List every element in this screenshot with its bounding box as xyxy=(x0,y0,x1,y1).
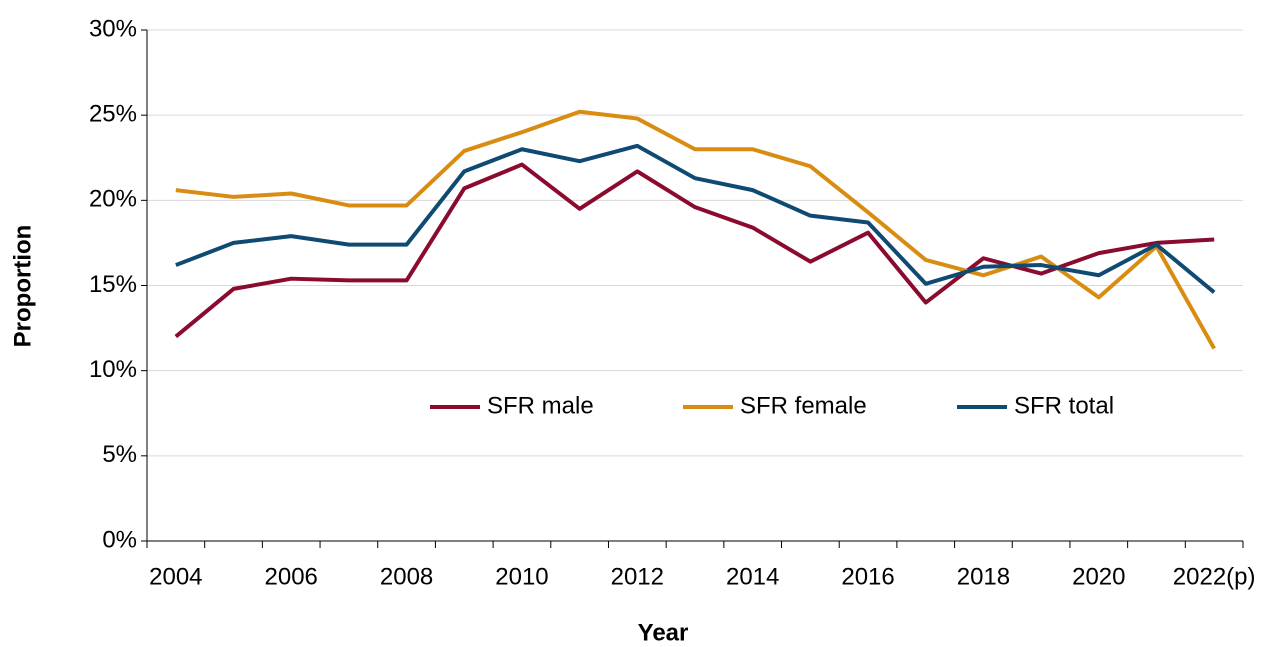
y-tick-label: 10% xyxy=(89,356,137,383)
y-axis-title: Proportion xyxy=(9,225,36,348)
x-tick-label: 2006 xyxy=(265,563,318,590)
series-line xyxy=(175,143,1216,294)
y-tick-label: 30% xyxy=(89,15,137,42)
y-tick-label: 25% xyxy=(89,101,137,128)
legend-label: SFR male xyxy=(487,392,594,419)
x-tick-label: 2012 xyxy=(611,563,664,590)
x-tick-label: 2008 xyxy=(380,563,433,590)
y-tick-label: 20% xyxy=(89,186,137,213)
x-tick-label: 2014 xyxy=(726,563,779,590)
x-tick-label: 2010 xyxy=(495,563,548,590)
x-tick-label: 2004 xyxy=(149,563,202,590)
x-tick-label: 2022(p) xyxy=(1173,563,1256,590)
series-line xyxy=(174,162,1215,339)
y-tick-label: 5% xyxy=(102,441,137,468)
y-tick-label: 15% xyxy=(89,271,137,298)
y-tick-label: 0% xyxy=(102,526,137,553)
x-tick-label: 2018 xyxy=(957,563,1010,590)
x-axis-title: Year xyxy=(638,619,689,646)
legend-label: SFR female xyxy=(740,392,867,419)
series-line xyxy=(175,109,1216,350)
x-tick-label: 2016 xyxy=(841,563,894,590)
x-tick-label: 2020 xyxy=(1072,563,1125,590)
legend-label: SFR total xyxy=(1014,392,1114,419)
